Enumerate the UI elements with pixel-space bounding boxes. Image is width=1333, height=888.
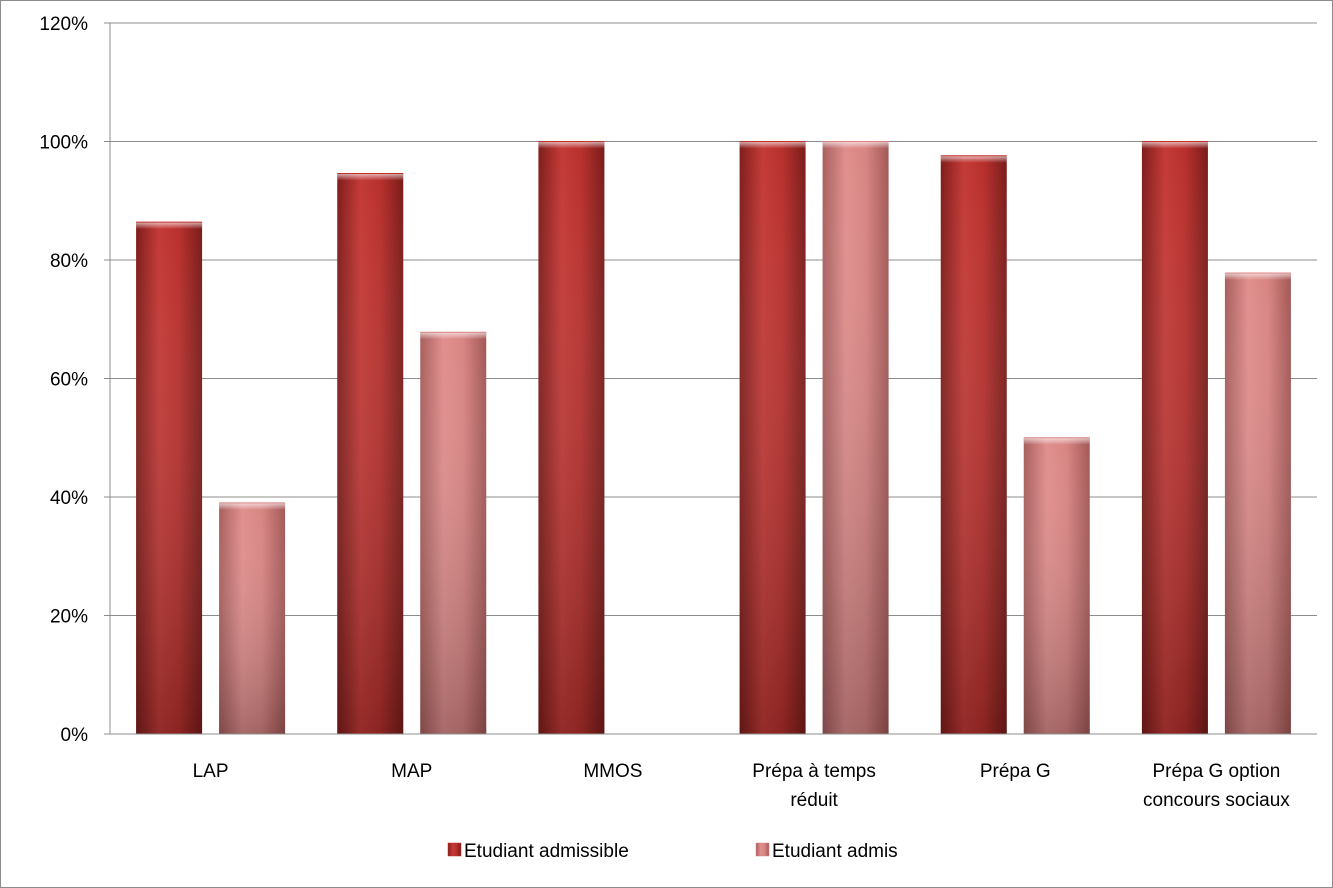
bar-bevel <box>1141 141 1208 149</box>
bar-shade <box>538 141 605 734</box>
y-tick-label: 120% <box>39 14 88 35</box>
bar-shade <box>337 173 404 734</box>
bar-bevel <box>420 332 487 340</box>
bar-group <box>337 172 487 734</box>
x-category-label: Prépa à temps <box>752 761 876 782</box>
axes <box>104 22 1317 735</box>
bar-shade <box>940 155 1007 735</box>
labels: 0% 20% 40% 60% 80% 100% 120% LAP MAP MMOS Prépa à … <box>39 14 1290 811</box>
x-category-label: LAP <box>193 761 229 782</box>
x-category-label: Prépa G option <box>1153 761 1281 782</box>
bar <box>219 502 286 734</box>
bar <box>1224 272 1291 734</box>
bar-shade <box>1023 437 1090 734</box>
bar <box>940 155 1007 735</box>
bar <box>739 141 806 734</box>
bar-bevel <box>940 155 1007 163</box>
bar-shade <box>1141 141 1208 734</box>
legend-swatch <box>447 842 462 857</box>
bar <box>822 141 889 734</box>
legend-label: Etudiant admissible <box>464 841 629 862</box>
bar <box>538 141 605 734</box>
bar-bevel <box>136 222 203 230</box>
bar-shade <box>136 222 203 734</box>
bar-shade <box>420 332 487 734</box>
x-category-label: réduit <box>790 790 838 811</box>
bar-bevel <box>337 173 404 181</box>
bar-group <box>1141 141 1291 734</box>
bar <box>420 331 487 734</box>
y-tick-label: 80% <box>50 251 88 272</box>
bar-shade <box>1224 273 1291 734</box>
y-tick-label: 20% <box>50 607 88 628</box>
bar-bevel <box>1224 273 1291 281</box>
legend: Etudiant admissible Etudiant admis <box>447 841 898 862</box>
gridlines <box>110 22 1317 616</box>
bar <box>136 221 203 734</box>
bar <box>1141 141 1208 734</box>
legend-swatch <box>755 842 770 857</box>
legend-item: Etudiant admis <box>755 841 898 862</box>
bar-bevel <box>1023 437 1090 445</box>
bar-bevel <box>219 502 286 510</box>
bar-shade <box>739 141 806 734</box>
y-tick-label: 60% <box>50 370 88 391</box>
legend-label: Etudiant admis <box>772 841 898 862</box>
y-tick-label: 40% <box>50 488 88 509</box>
bar <box>337 172 404 734</box>
bar-bevel <box>739 141 806 149</box>
bar-shade <box>219 502 286 734</box>
bar-shade <box>822 141 889 734</box>
y-tick-label: 100% <box>39 133 88 154</box>
bar-group <box>940 155 1090 735</box>
bar-bevel <box>822 141 889 149</box>
bar-group <box>739 141 889 734</box>
x-category-label: Prépa G <box>980 761 1051 782</box>
bar-group <box>538 141 605 734</box>
bar <box>1023 437 1090 734</box>
y-tick-label: 0% <box>61 725 89 746</box>
legend-item: Etudiant admissible <box>447 841 629 862</box>
bar-group <box>136 221 286 734</box>
bars <box>136 141 1291 735</box>
x-category-label: MMOS <box>583 761 642 782</box>
x-category-label: MAP <box>391 761 432 782</box>
bar-bevel <box>538 141 605 149</box>
x-category-label: concours sociaux <box>1143 790 1290 811</box>
